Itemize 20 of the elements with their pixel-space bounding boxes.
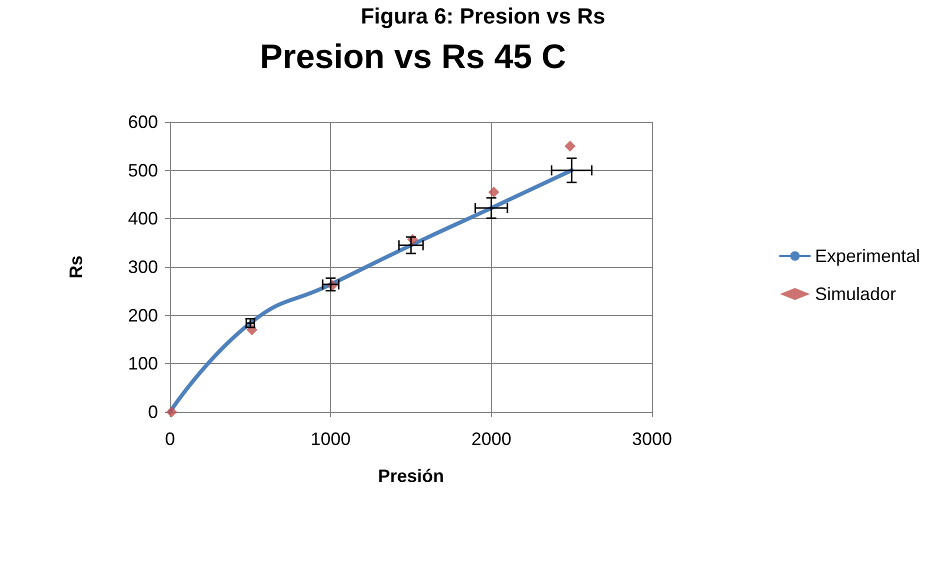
x-axis-title: Presión [378,466,444,486]
x-tick-label: 2000 [471,429,512,449]
y-axis-title: Rs [66,255,86,279]
legend-label: Simulador [814,284,896,304]
y-tick-label: 400 [128,208,158,229]
x-tick-label: 1000 [310,429,351,449]
y-tick-label: 100 [128,354,158,374]
y-tick-label: 300 [128,257,158,277]
y-tick-label: 0 [148,402,158,422]
x-tick-label: 3000 [632,429,672,449]
point [166,406,178,418]
y-tick-label: 500 [128,160,158,180]
y-tick-label: 600 [128,112,158,132]
legend-label: Experimental [814,246,920,266]
y-tick-label: 200 [128,305,158,326]
text: Figura 6: Presion vs Rs [360,4,606,28]
point [564,140,576,152]
x-tick-label: 0 [164,429,176,449]
chart-title: Presion vs Rs 45 C [260,38,566,76]
point [488,186,500,198]
